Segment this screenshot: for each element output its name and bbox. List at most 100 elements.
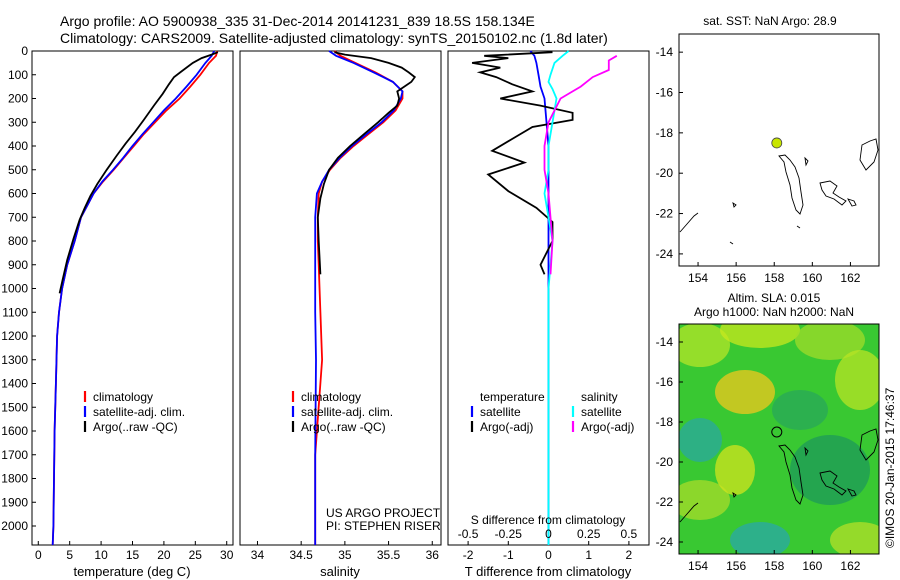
- sla-field-patch: [679, 418, 722, 462]
- imos-credit: ©IMOS 20-Jan-2015 17:46:37: [883, 387, 897, 548]
- argo-float-position-marker: [771, 137, 783, 149]
- salinity-annotation-project: US ARGO PROJECT: [326, 506, 441, 520]
- map-lon-label: 158: [764, 271, 784, 285]
- depth-tick-label: 0: [21, 44, 28, 58]
- sla-field-patch: [830, 522, 879, 554]
- map-lat-label: -22: [656, 207, 674, 221]
- difference-series-temperature-satellite: [529, 50, 550, 545]
- temperature-x-tick-label: 20: [157, 548, 171, 562]
- depth-tick-label: 200: [8, 92, 28, 106]
- sla-field-patch: [730, 522, 790, 554]
- map-lat-label: -14: [656, 335, 674, 349]
- salinity-x-tick-label: 35: [338, 548, 352, 562]
- sla-field-patch: [835, 350, 879, 410]
- salinity-series-argo-raw-qc-: [316, 51, 417, 275]
- depth-tick-label: 400: [8, 139, 28, 153]
- temperature-legend-label: satellite-adj. clim.: [93, 405, 185, 419]
- sla-field-patch: [795, 324, 865, 360]
- map-lat-label: -18: [656, 415, 674, 429]
- map-lon-label: 154: [688, 559, 708, 573]
- temperature-series-satellite-adj-clim-: [51, 50, 215, 546]
- temperature-x-tick-label: 5: [66, 548, 73, 562]
- sst-map-title: sat. SST: NaN Argo: 28.9: [703, 14, 837, 28]
- sla-map-frame: [678, 323, 880, 555]
- legend-label: Argo(-adj): [480, 420, 533, 434]
- depth-tick-label: 900: [8, 258, 28, 272]
- sla-field-patch: [715, 370, 775, 414]
- depth-tick-label: 100: [8, 68, 28, 82]
- salinity-legend-label: climatology: [301, 390, 361, 404]
- map-lat-label: -24: [656, 247, 674, 261]
- depth-tick-label: 2000: [1, 519, 28, 533]
- salinity-panel: 34 34.5 35 35.5 36 climatologysatellite-adj.…: [239, 50, 442, 579]
- temperature-series-argo-raw-qc-: [58, 51, 219, 294]
- salinity-legend-label: satellite-adj. clim.: [301, 405, 393, 419]
- map-lon-label: 156: [726, 271, 746, 285]
- s-difference-tick-label: 0.25: [577, 527, 601, 541]
- sla-map-title: Altim. SLA: 0.015: [728, 291, 821, 305]
- temperature-x-tick-label: 15: [126, 548, 140, 562]
- map-lat-label: -16: [656, 375, 674, 389]
- depth-tick-label: 1600: [1, 424, 28, 438]
- s-difference-label: S difference from climatology: [471, 513, 626, 527]
- map-lon-label: 156: [726, 559, 746, 573]
- difference-x-tick-label: 0: [545, 548, 552, 562]
- legend-group-title: temperature: [480, 390, 545, 404]
- map-lat-label: -18: [656, 126, 674, 140]
- depth-tick-label: 1200: [1, 329, 28, 343]
- sla-field-patch: [720, 324, 800, 348]
- sla-field-patch: [679, 324, 730, 367]
- difference-x-tick-label: -2: [463, 548, 474, 562]
- depth-tick-label: 300: [8, 115, 28, 129]
- salinity-legend-label: Argo(..raw -QC): [301, 420, 386, 434]
- depth-tick-label: 1800: [1, 472, 28, 486]
- depth-tick-label: 1000: [1, 282, 28, 296]
- sla-map-panel: Altim. SLA: 0.015 Argo h1000: NaN h2000:…: [656, 291, 880, 573]
- map-lat-label: -22: [656, 495, 674, 509]
- depth-tick-label: 1900: [1, 495, 28, 509]
- depth-tick-label: 1500: [1, 400, 28, 414]
- temperature-x-tick-label: 0: [35, 548, 42, 562]
- salinity-x-axis-label: salinity: [320, 564, 360, 579]
- map-lon-label: 160: [802, 559, 822, 573]
- map-lon-label: 158: [764, 559, 784, 573]
- temperature-x-axis-label: temperature (deg C): [73, 564, 190, 579]
- sla-field-patch: [715, 445, 755, 495]
- sla-map-subtitle: Argo h1000: NaN h2000: NaN: [694, 305, 854, 319]
- depth-tick-label: 1100: [2, 305, 28, 319]
- depth-tick-label: 1400: [1, 377, 28, 391]
- sla-field-patch: [679, 480, 730, 520]
- legend-label: satellite: [581, 405, 622, 419]
- temperature-legend-label: climatology: [93, 390, 153, 404]
- s-difference-tick-label: 0: [545, 527, 552, 541]
- temperature-plot-frame: [31, 50, 234, 546]
- difference-series-salinity-argo-adj-: [543, 55, 618, 275]
- map-lon-label: 154: [688, 271, 708, 285]
- map-lon-label: 162: [840, 271, 860, 285]
- salinity-x-tick-label: 34.5: [289, 548, 313, 562]
- profile-title-line1: Argo profile: AO 5900938_335 31-Dec-2014…: [60, 13, 535, 29]
- depth-tick-label: 500: [8, 163, 28, 177]
- difference-series-temperature-argo-adj-: [471, 51, 574, 275]
- depth-tick-label: 800: [8, 234, 28, 248]
- salinity-x-tick-label: 36: [426, 548, 440, 562]
- salinity-plot-frame: [239, 50, 442, 546]
- sst-map-panel: sat. SST: NaN Argo: 28.9 154 156 158 160 162…: [656, 14, 880, 285]
- map-lat-label: -16: [656, 86, 674, 100]
- salinity-x-tick-label: 34: [251, 548, 265, 562]
- difference-x-tick-label: -1: [503, 548, 514, 562]
- legend-label: Argo(-adj): [581, 420, 634, 434]
- map-lat-label: -14: [656, 45, 674, 59]
- temperature-x-tick-label: 10: [94, 548, 108, 562]
- salinity-series-satellite-adj-clim-: [314, 50, 404, 545]
- sla-map-coastline: [679, 428, 879, 523]
- map-lon-label: 162: [840, 559, 860, 573]
- temperature-legend-label: Argo(..raw -QC): [93, 420, 178, 434]
- temperature-panel: 0100200300400500600700800900100011001200…: [1, 44, 233, 579]
- depth-tick-label: 1300: [1, 353, 28, 367]
- map-lat-label: -24: [656, 535, 674, 549]
- sla-field-patch: [790, 435, 870, 505]
- difference-x-tick-label: 1: [585, 548, 592, 562]
- sla-field-patch: [772, 390, 828, 430]
